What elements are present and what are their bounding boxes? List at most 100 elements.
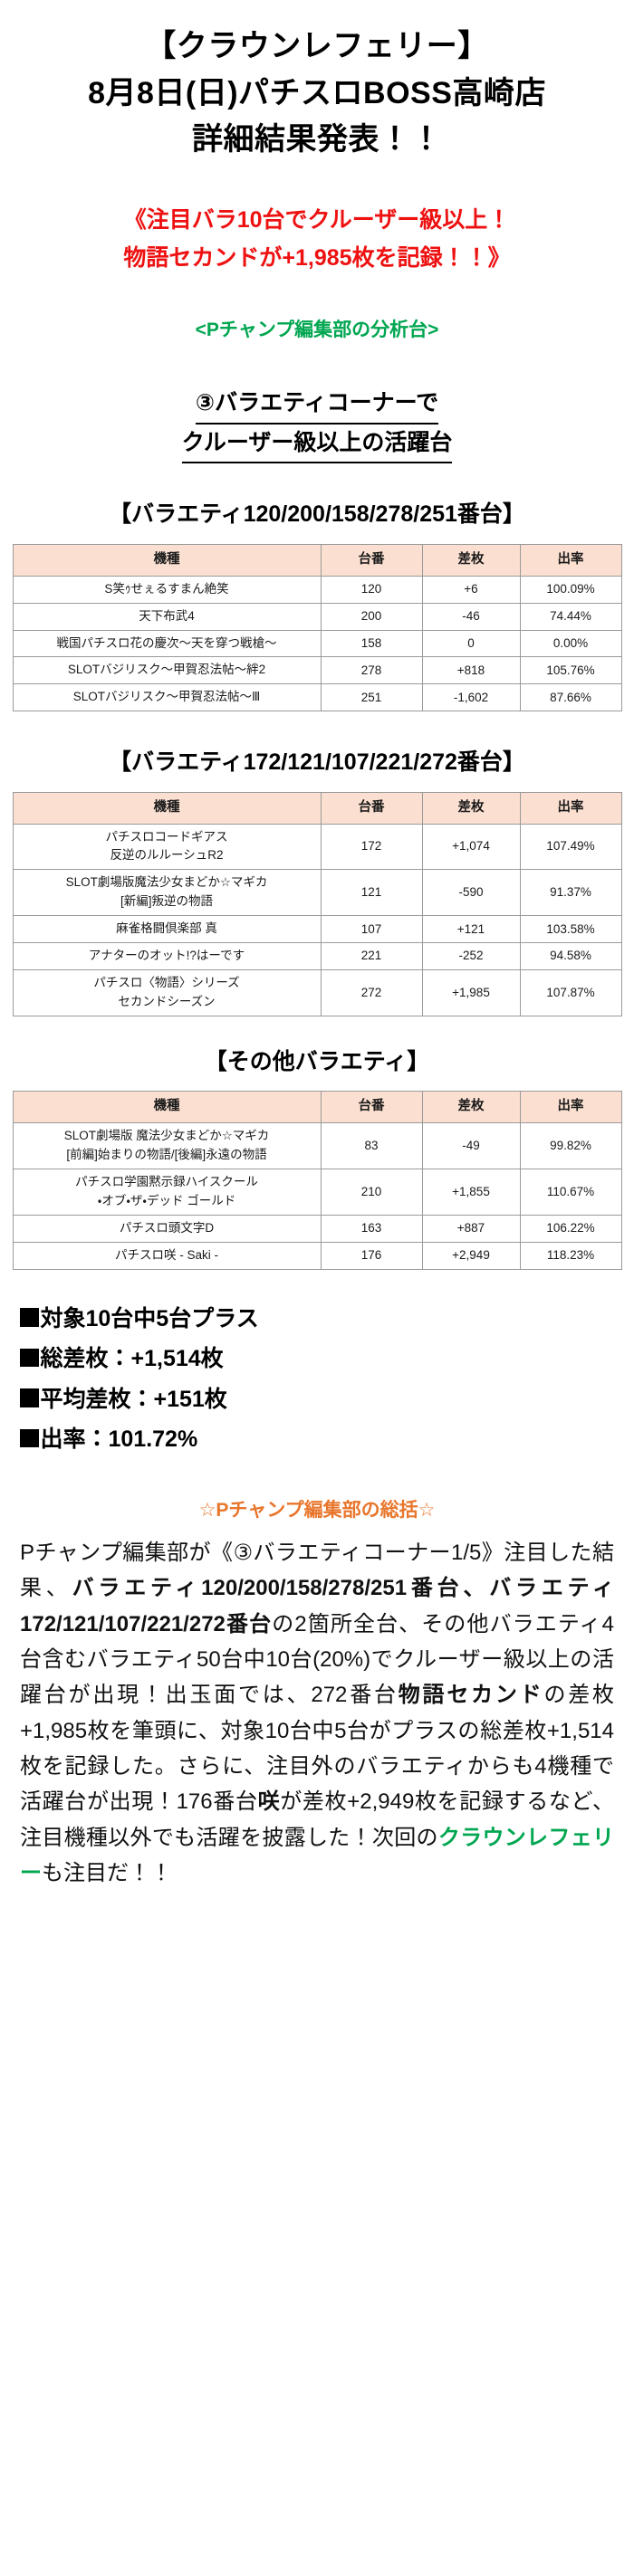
red-headline-line-1: 《注目バラ10台でクルーザー級以上！ — [123, 207, 511, 234]
cell-model-line-1: パチスロ〈物語〉シリーズ — [93, 976, 240, 990]
section-heading-line-1: ③バラエティコーナーで — [195, 385, 439, 425]
column-header-diff: 差枚 — [421, 791, 521, 825]
table-row: パチスロコードギアス 反逆のルルーシュR2 172 +1,074 107.49% — [12, 823, 622, 871]
table-row: パチスロ学園黙示録ハイスクール ・オブ・ザ・デッド ゴールド 210 +1,85… — [12, 1168, 622, 1216]
table-row: 天下布武4 200 -46 74.44% — [12, 602, 622, 631]
cell-diff: +1,985 — [421, 969, 521, 1016]
cell-model: SLOT劇場版 魔法少女まどか☆マギカ [前編]始まりの物語/[後編]永遠の物語 — [12, 1122, 322, 1169]
table-row: S笑ｩせぇるすまん絶笑 120 +6 100.09% — [12, 575, 622, 604]
summary-bullet-label: 対象10台中5台プラス — [40, 1305, 259, 1331]
results-table-3: 機種 台番 差枚 出率 SLOT劇場版 魔法少女まどか☆マギカ [前編]始まりの… — [12, 1091, 622, 1270]
column-header-diff: 差枚 — [421, 1091, 521, 1124]
table-row: 麻雀格闘倶楽部 真 107 +121 103.58% — [12, 915, 622, 944]
cell-model: S笑ｩせぇるすまん絶笑 — [12, 575, 322, 604]
results-table-2: 機種 台番 差枚 出率 パチスロコードギアス 反逆のルルーシュR2 172 +1… — [12, 791, 622, 1016]
cell-model: アナターのオット!?はーです — [12, 942, 322, 971]
cell-diff: -252 — [421, 942, 521, 971]
cell-diff: -46 — [421, 602, 521, 631]
cell-model-line-2: 反逆のルルーシュR2 — [110, 848, 224, 863]
cell-model: パチスロ頭文字D — [12, 1214, 322, 1243]
body-segment-4: が差枚+2,949枚を記録するなど、注目機種以外でも活躍を披露した！次回の — [20, 1789, 615, 1850]
cell-model-line-2: セカンドシーズン — [118, 994, 216, 1008]
cell-diff: 0 — [421, 629, 521, 658]
summary-bullet-item: 対象10台中5台プラス — [20, 1299, 634, 1340]
cell-rate: 99.82% — [519, 1122, 622, 1169]
column-header-model: 機種 — [12, 543, 322, 577]
cell-machine-no: 121 — [320, 869, 423, 917]
cell-diff: +1,855 — [421, 1168, 521, 1216]
cell-diff: +887 — [421, 1214, 521, 1243]
cell-machine-no: 221 — [320, 942, 423, 971]
cell-model: パチスロコードギアス 反逆のルルーシュR2 — [12, 823, 322, 871]
table-row: パチスロ咲 - Saki - 176 +2,949 118.23% — [12, 1241, 622, 1270]
column-header-rate: 出率 — [519, 1091, 622, 1124]
cell-model-line-1: パチスロコードギアス — [105, 829, 228, 844]
cell-rate: 106.22% — [519, 1214, 622, 1243]
cell-diff: +6 — [421, 575, 521, 604]
cell-machine-no: 278 — [320, 656, 423, 685]
cell-machine-no: 172 — [320, 823, 423, 871]
cell-rate: 74.44% — [519, 602, 622, 631]
cell-diff: +1,074 — [421, 823, 521, 871]
cell-model: SLOTバジリスク～甲賀忍法帖～絆2 — [12, 656, 322, 685]
cell-diff: -590 — [421, 869, 521, 917]
table-row: アナターのオット!?はーです 221 -252 94.58% — [12, 942, 622, 971]
column-header-model: 機種 — [12, 791, 322, 825]
cell-machine-no: 200 — [320, 602, 423, 631]
section-heading: ③バラエティコーナーで クルーザー級以上の活躍台 — [0, 385, 634, 464]
cell-rate: 110.67% — [519, 1168, 622, 1216]
table-row: SLOTバジリスク～甲賀忍法帖～絆2 278 +818 105.76% — [12, 656, 622, 685]
cell-rate: 91.37% — [519, 869, 622, 917]
cell-diff: -1,602 — [421, 683, 521, 712]
column-header-machine-no: 台番 — [320, 1091, 423, 1124]
editorial-summary-body: Pチャンプ編集部が《③バラエティコーナー1/5》注目した結果、バラエティ120/… — [20, 1535, 614, 1892]
title-line-3: 詳細結果発表！！ — [192, 122, 442, 157]
page-title: 【クラウンレフェリー】 8月8日(日)パチスロBOSS高崎店 詳細結果発表！！ — [0, 0, 634, 164]
table-row: 戦国パチスロ花の慶次～天を穿つ戦槍～ 158 0 0.00% — [12, 629, 622, 658]
cell-model: パチスロ学園黙示録ハイスクール ・オブ・ザ・デッド ゴールド — [12, 1168, 322, 1216]
cell-model: パチスロ〈物語〉シリーズ セカンドシーズン — [12, 969, 322, 1016]
cell-rate: 107.49% — [519, 823, 622, 871]
table-header-row: 機種 台番 差枚 出率 — [12, 1091, 622, 1124]
column-header-machine-no: 台番 — [320, 543, 423, 577]
body-segment-3: の差枚+1,985枚を筆頭に、対象10台中5台がプラスの総差枚+1,514枚を記… — [20, 1683, 615, 1815]
cell-model-line-2: [前編]始まりの物語/[後編]永遠の物語 — [66, 1148, 267, 1162]
cell-machine-no: 120 — [320, 575, 423, 604]
summary-bullet-item: 総差枚：+1,514枚 — [20, 1339, 634, 1379]
summary-bullet-list: 対象10台中5台プラス 総差枚：+1,514枚 平均差枚：+151枚 出率：10… — [0, 1299, 634, 1460]
cell-model: SLOTバジリスク～甲賀忍法帖～Ⅲ — [12, 683, 322, 712]
body-bold-segment-1: バラエティ120/200/158/278/251番台、バラエティ172/121/… — [20, 1576, 615, 1636]
summary-bullet-label: 出率：101.72% — [40, 1426, 198, 1453]
cell-diff: -49 — [421, 1122, 521, 1169]
cell-rate: 100.09% — [519, 575, 622, 604]
cell-rate: 0.00% — [519, 629, 622, 658]
summary-bullet-item: 平均差枚：+151枚 — [20, 1379, 634, 1420]
table1-heading: 【バラエティ120/200/158/278/251番台】 — [109, 501, 525, 528]
column-header-rate: 出率 — [519, 543, 622, 577]
section-heading-line-2: クルーザー級以上の活躍台 — [181, 425, 453, 464]
table-header-row: 機種 台番 差枚 出率 — [12, 543, 622, 577]
body-segment-2: の2箇所全台、その他バラエティ4台含むバラエティ50台中10台(20%)でクルー… — [20, 1611, 614, 1708]
results-page: 【クラウンレフェリー】 8月8日(日)パチスロBOSS高崎店 詳細結果発表！！ … — [0, 0, 634, 1892]
red-headline: 《注目バラ10台でクルーザー級以上！ 物語セカンドが+1,985枚を記録！！》 — [0, 202, 634, 277]
column-header-diff: 差枚 — [421, 543, 521, 577]
cell-diff: +121 — [421, 915, 521, 944]
cell-rate: 94.58% — [519, 942, 622, 971]
table-row: パチスロ〈物語〉シリーズ セカンドシーズン 272 +1,985 107.87% — [12, 969, 622, 1016]
body-segment-5: も注目だ！！ — [42, 1861, 172, 1886]
square-bullet-icon — [20, 1388, 39, 1407]
cell-diff: +2,949 — [421, 1241, 521, 1270]
cell-machine-no: 251 — [320, 683, 423, 712]
square-bullet-icon — [20, 1308, 39, 1327]
results-table-1: 機種 台番 差枚 出率 S笑ｩせぇるすまん絶笑 120 +6 100.09% 天… — [12, 543, 622, 712]
cell-model-line-1: SLOT劇場版 魔法少女まどか☆マギカ — [63, 1129, 270, 1143]
body-bold-segment-3: 咲 — [257, 1789, 281, 1815]
cell-machine-no: 83 — [320, 1122, 423, 1169]
table-row: SLOT劇場版 魔法少女まどか☆マギカ [前編]始まりの物語/[後編]永遠の物語… — [12, 1122, 622, 1169]
cell-model-line-1: SLOT劇場版魔法少女まどか☆マギカ — [65, 875, 268, 890]
cell-rate: 118.23% — [519, 1241, 622, 1270]
cell-model: 天下布武4 — [12, 602, 322, 631]
body-segment-1: Pチャンプ編集部が《③バラエティコーナー1/5》注目した結果、 — [20, 1540, 614, 1601]
title-line-1: 【クラウンレフェリー】 — [145, 29, 489, 63]
summary-bullet-item: 出率：101.72% — [20, 1419, 634, 1460]
